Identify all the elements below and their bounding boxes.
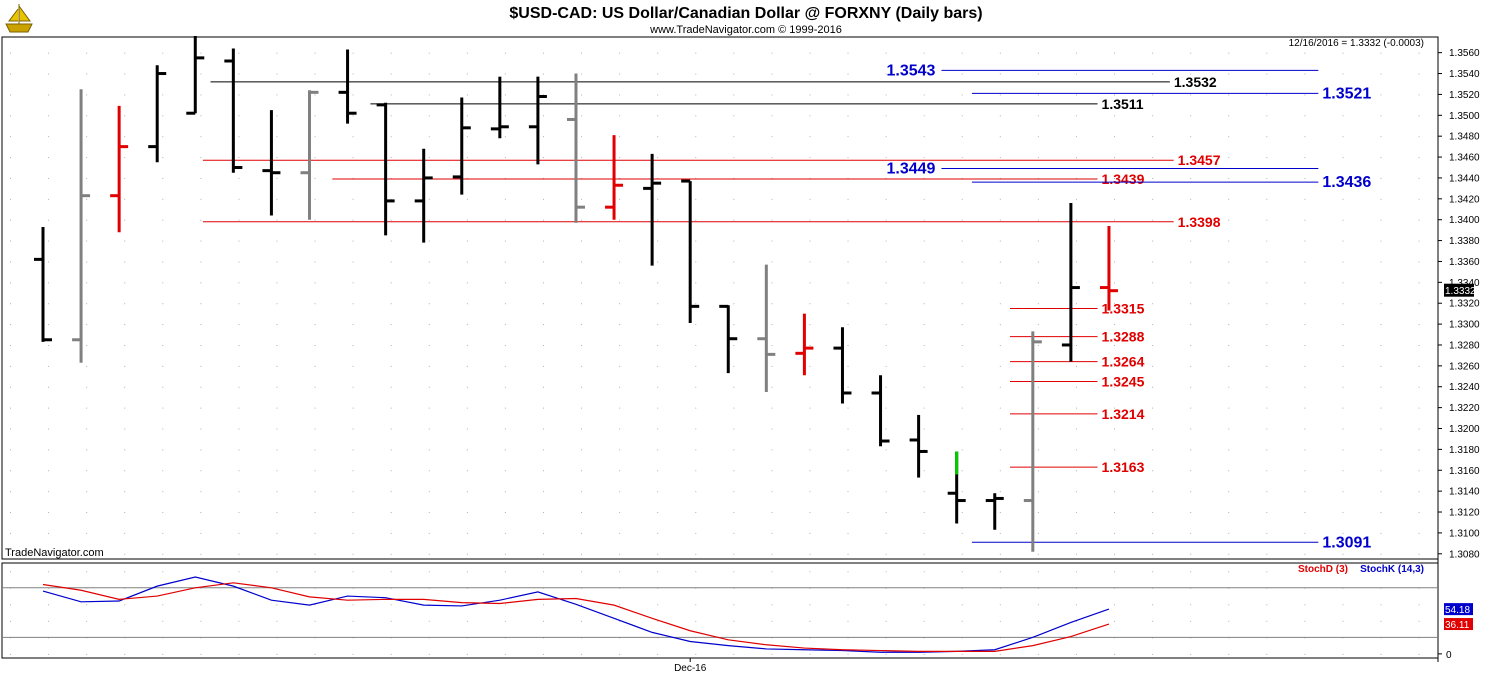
y-tick-label: 1.3380 — [1449, 236, 1480, 247]
level-label: 1.3521 — [1322, 85, 1371, 102]
ohlc-bar — [1099, 225, 1118, 311]
stochastic-line — [42, 582, 1110, 652]
y-tick-label: 1.3540 — [1449, 69, 1480, 80]
legend-stochd: StochD (3) — [1298, 564, 1348, 575]
level-label: 1.3214 — [1102, 406, 1145, 422]
ohlc-bar — [186, 35, 205, 115]
ohlc-bar — [719, 304, 738, 374]
ohlc-bar — [414, 148, 433, 243]
ohlc-bar — [72, 89, 91, 363]
level-label: 1.3449 — [887, 161, 936, 178]
ohlc-bar — [452, 97, 471, 195]
level-label: 1.3436 — [1322, 174, 1371, 191]
quote-readout: 12/16/2016 = 1.3332 (-0.0003) — [1289, 38, 1424, 49]
level-label: 1.3532 — [1174, 74, 1217, 90]
ohlc-bar — [34, 227, 52, 342]
price-grid — [10, 52, 1420, 555]
level-label: 1.3245 — [1102, 374, 1145, 390]
y-tick-label: 1.3340 — [1449, 278, 1480, 289]
level-label: 1.3315 — [1102, 300, 1145, 316]
y-tick-label: 1.3200 — [1449, 424, 1480, 435]
y-tick-label: 1.3400 — [1449, 215, 1480, 226]
ship-icon — [5, 4, 33, 33]
y-tick-label: 1.3080 — [1449, 549, 1480, 560]
level-label: 1.3091 — [1322, 534, 1371, 551]
ohlc-bar — [871, 375, 890, 447]
ohlc-bar — [757, 264, 776, 392]
ohlc-bar — [985, 493, 1004, 530]
watermark: TradeNavigator.com — [5, 547, 104, 559]
y-tick-label: 1.3180 — [1449, 445, 1480, 456]
y-tick-label: 1.3500 — [1449, 111, 1480, 122]
stochastic-value-label: 36.11 — [1445, 620, 1470, 631]
y-tick-label: 1.3120 — [1449, 508, 1480, 519]
stochastic-value-box — [1444, 618, 1473, 631]
y-tick-label: 1.3280 — [1449, 340, 1480, 351]
ohlc-bar — [566, 73, 585, 223]
y-tick-label: 1.3440 — [1449, 173, 1480, 184]
ohlc-bar — [909, 414, 928, 478]
price-panel — [1, 36, 1439, 560]
level-label: 1.3264 — [1102, 354, 1145, 370]
last-price-label: 1.3332 — [1445, 286, 1476, 297]
ohlc-bar — [338, 49, 357, 124]
y-tick-label: 1.3220 — [1449, 403, 1480, 414]
y-tick-label: 1.3320 — [1449, 299, 1480, 310]
level-label: 1.3398 — [1178, 214, 1221, 230]
ohlc-bar — [643, 153, 662, 266]
chart-subtitle: www.TradeNavigator.com © 1999-2016 — [649, 24, 842, 36]
ohlc-bar — [947, 451, 966, 524]
y-tick-label: 1.3140 — [1449, 487, 1480, 498]
y-tick-label: 1.3520 — [1449, 90, 1480, 101]
y-tick-label: 1.3480 — [1449, 132, 1480, 143]
ohlc-bar — [528, 76, 547, 165]
y-tick-label: 1.3560 — [1449, 48, 1480, 59]
ohlc-bar — [1023, 331, 1042, 552]
y-tick-label: 1.3240 — [1449, 382, 1480, 393]
level-label: 1.3511 — [1102, 96, 1144, 112]
y-tick-label: 1.3420 — [1449, 194, 1480, 205]
stochastic-value-box — [1444, 603, 1473, 616]
y-tick-label: 1.3460 — [1449, 153, 1480, 164]
ohlc-bar — [681, 179, 700, 324]
y-tick-label: 1.3100 — [1449, 528, 1480, 539]
ohlc-bar — [795, 313, 814, 376]
ohlc-bar — [833, 327, 852, 404]
last-price-box — [1444, 283, 1474, 297]
y-tick-label: 1.3300 — [1449, 320, 1480, 331]
ohlc-bar — [300, 90, 319, 220]
stochastic-panel — [1, 562, 1439, 659]
level-label: 1.3457 — [1178, 152, 1221, 168]
ohlc-bar — [224, 48, 243, 173]
stochastic-value-label: 54.18 — [1445, 605, 1470, 616]
ohlc-bar — [110, 105, 129, 233]
level-label: 1.3543 — [887, 62, 936, 79]
y-tick-label: 1.3160 — [1449, 466, 1480, 477]
legend-stochk: StochK (14,3) — [1360, 564, 1424, 575]
level-label: 1.3439 — [1102, 171, 1145, 187]
chart-title: $USD-CAD: US Dollar/Canadian Dollar @ FO… — [509, 5, 982, 22]
ohlc-bar — [490, 76, 509, 139]
stochastic-tick-label: 0 — [1446, 650, 1452, 661]
ohlc-bar — [262, 110, 281, 216]
ohlc-bar — [605, 135, 624, 220]
ohlc-bar — [148, 65, 167, 163]
level-label: 1.3163 — [1102, 459, 1145, 475]
y-tick-label: 1.3360 — [1449, 257, 1480, 268]
stochastic-line — [42, 576, 1110, 653]
x-tick-label: Dec-16 — [674, 663, 707, 674]
level-label: 1.3288 — [1102, 329, 1145, 345]
ohlc-bar — [376, 102, 395, 236]
ohlc-bar — [1061, 202, 1080, 362]
y-tick-label: 1.3260 — [1449, 361, 1480, 372]
